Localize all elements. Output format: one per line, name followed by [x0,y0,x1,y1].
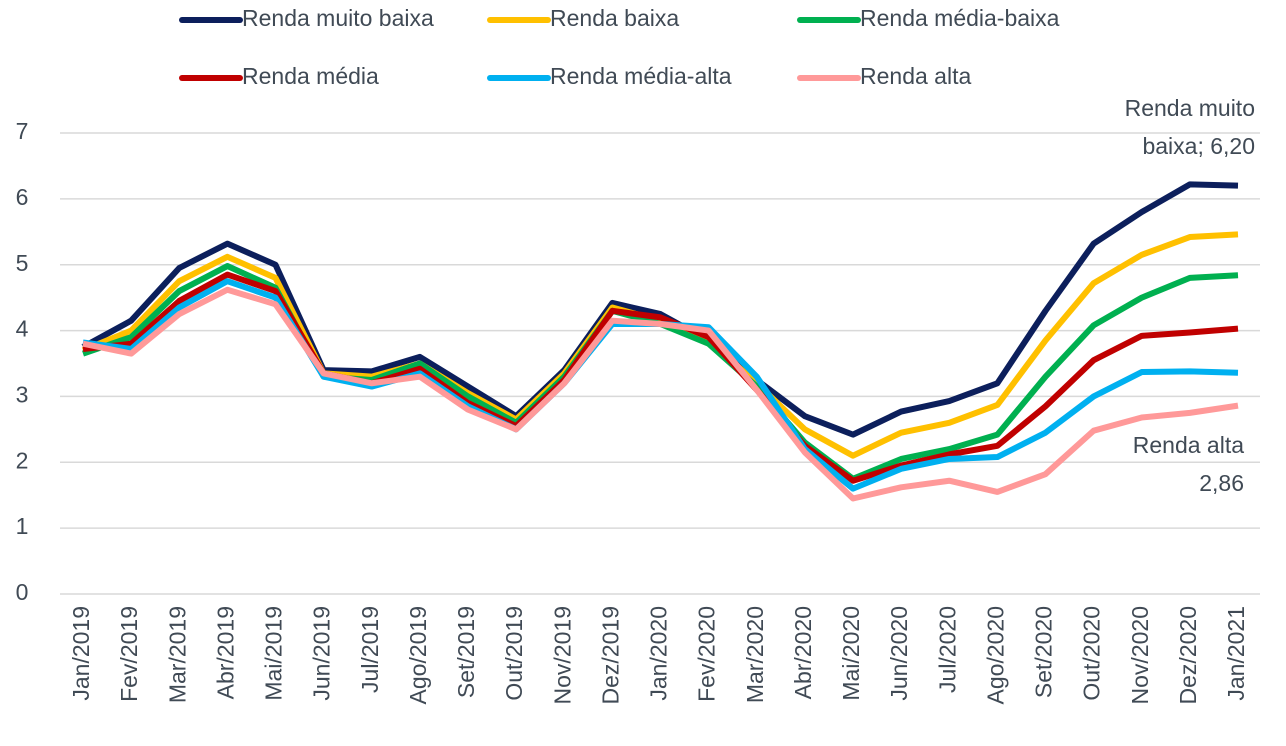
x-tick-label: Nov/2020 [1127,606,1153,704]
x-tick-label: Jun/2019 [309,606,335,701]
legend-label: Renda baixa [550,5,679,31]
legend-label: Renda muito baixa [242,5,434,31]
y-tick-label: 7 [16,118,29,144]
legend-label: Renda média [242,63,379,89]
x-tick-label: Ago/2020 [982,606,1008,704]
annotation: 2,86 [1199,470,1244,496]
y-tick-label: 1 [16,513,29,539]
x-tick-label: Jun/2020 [886,606,912,701]
x-tick-label: Jul/2020 [934,606,960,693]
x-tick-label: Mai/2019 [261,606,287,701]
series-line [82,286,1239,502]
legend-label: Renda alta [860,63,971,89]
x-tick-label: Out/2020 [1079,606,1105,701]
y-tick-label: 5 [16,250,29,276]
x-tick-label: Abr/2019 [212,606,238,699]
series-line [82,271,1239,484]
x-tick-label: Set/2020 [1031,606,1057,698]
x-tick-label: Nov/2019 [549,606,575,704]
x-tick-label: Jan/2021 [1223,606,1249,701]
legend-label: Renda média-baixa [860,5,1060,31]
x-tick-label: Mar/2020 [742,606,768,703]
x-tick-label: Mai/2020 [838,606,864,701]
x-tick-label: Mar/2019 [164,606,190,703]
y-tick-label: 2 [16,447,29,473]
annotation: Renda alta [1133,432,1244,458]
series-line [81,181,1239,438]
x-tick-label: Jan/2019 [68,606,94,701]
y-tick-label: 3 [16,382,29,408]
x-tick-label: Ago/2019 [405,606,431,704]
series-line [81,231,1239,459]
annotation: baixa; 6,20 [1142,133,1255,159]
y-tick-label: 4 [16,316,29,342]
x-tick-label: Out/2019 [501,606,527,701]
x-tick-label: Fev/2020 [694,606,720,702]
annotation: Renda muito [1125,95,1255,121]
x-tick-label: Dez/2020 [1175,606,1201,704]
x-tick-label: Abr/2020 [790,606,816,699]
x-tick-label: Fev/2019 [116,606,142,702]
y-tick-label: 0 [16,579,29,605]
legend-label: Renda média-alta [550,63,732,89]
x-tick-label: Dez/2019 [597,606,623,704]
x-tick-label: Jan/2020 [646,606,672,701]
x-tick-label: Set/2019 [453,606,479,698]
y-tick-label: 6 [16,184,29,210]
x-tick-label: Jul/2019 [357,606,383,693]
